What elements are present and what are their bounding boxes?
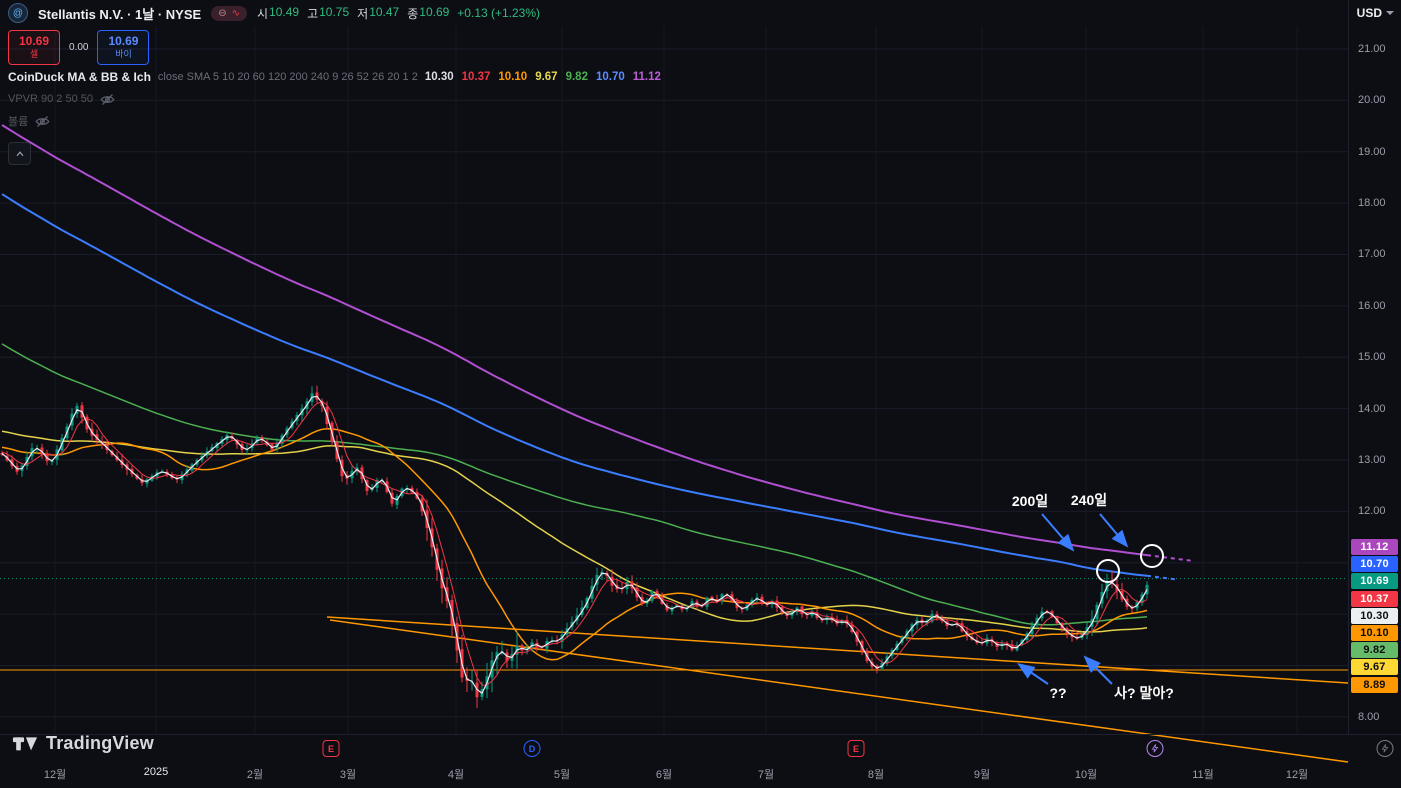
lightning-marker[interactable] — [1377, 740, 1394, 757]
legend-row-ma[interactable]: CoinDuck MA & BB & Ich close SMA 5 10 20… — [8, 66, 661, 88]
low-value: 10.47 — [369, 5, 399, 22]
time-label: 12월 — [44, 766, 66, 782]
currency-selector[interactable]: USD — [1357, 0, 1394, 26]
price-tick: 17.00 — [1358, 248, 1386, 260]
price-tick: 21.00 — [1358, 43, 1386, 55]
open-label: 시 — [257, 5, 268, 22]
time-label: 5월 — [554, 766, 570, 782]
buy-price: 10.69 — [108, 35, 138, 49]
price-tick: 16.00 — [1358, 300, 1386, 312]
tradingview-mark-icon — [12, 730, 38, 756]
ohlc-readout: 시10.49 고10.75 저10.47 종10.69 +0.13 (+1.23… — [257, 5, 540, 22]
price-tag: 9.82 — [1351, 642, 1398, 658]
currency-label: USD — [1357, 6, 1382, 20]
price-scale[interactable]: 21.00 20.00 19.00 18.00 17.00 16.00 15.00 14.00… — [1348, 0, 1401, 735]
high-label: 고 — [307, 5, 318, 22]
open-value: 10.49 — [269, 5, 299, 22]
price-tick: 15.00 — [1358, 351, 1386, 363]
spread-value: 0.00 — [69, 42, 88, 53]
time-label: 2월 — [247, 766, 263, 782]
eye-off-icon[interactable] — [100, 92, 115, 107]
price-tag: 9.67 — [1351, 659, 1398, 675]
price-tick: 12.00 — [1358, 505, 1386, 517]
price-tick: 19.00 — [1358, 146, 1386, 158]
lightning-marker[interactable] — [1147, 740, 1164, 757]
earnings-marker[interactable]: E — [323, 740, 340, 757]
trade-panel: 10.69 셀 0.00 10.69 바이 — [8, 30, 149, 65]
chart-annotation: 240일 — [1071, 492, 1107, 508]
close-value: 10.69 — [419, 5, 449, 22]
tradingview-logo[interactable]: TradingView — [12, 730, 154, 756]
time-label: 3월 — [340, 766, 356, 782]
eye-off-icon[interactable] — [35, 114, 50, 129]
indicator-legend: CoinDuck MA & BB & Ich close SMA 5 10 20… — [8, 66, 661, 132]
chart-annotation: ?? — [1049, 685, 1066, 701]
volume-label: 볼륨 — [8, 113, 28, 129]
time-label: 6월 — [656, 766, 672, 782]
time-label: 8월 — [868, 766, 884, 782]
indicator-values: 10.30 10.37 10.10 9.67 9.82 10.70 11.12 — [425, 71, 661, 83]
time-label: 9월 — [974, 766, 990, 782]
indicator-params: close SMA 5 10 20 60 120 200 240 9 26 52… — [158, 71, 418, 83]
change-value: +0.13 (+1.23%) — [457, 6, 540, 20]
price-tag: 10.70 — [1351, 556, 1398, 572]
legend-value: 11.12 — [633, 71, 661, 83]
time-label: 12월 — [1286, 766, 1308, 782]
minus-circle-icon[interactable]: ⊖ — [218, 8, 226, 19]
earnings-marker[interactable]: E — [848, 740, 865, 757]
sell-label: 셀 — [30, 49, 38, 59]
alert-badges[interactable]: ⊖ ∿ — [211, 6, 247, 21]
chart-annotation: 200일 — [1012, 493, 1048, 509]
time-label: 7월 — [758, 766, 774, 782]
price-tag: 10.30 — [1351, 608, 1398, 624]
legend-value: 10.30 — [425, 71, 454, 83]
time-label: 2025 — [144, 766, 168, 778]
price-tick: 14.00 — [1358, 403, 1386, 415]
legend-row-vpvr[interactable]: VPVR 90 2 50 50 — [8, 88, 661, 110]
legend-value: 9.67 — [535, 71, 557, 83]
low-label: 저 — [357, 5, 368, 22]
legend-value: 10.37 — [462, 71, 491, 83]
time-label: 11월 — [1192, 766, 1214, 782]
high-value: 10.75 — [319, 5, 349, 22]
buy-button[interactable]: 10.69 바이 — [97, 30, 149, 65]
symbol-title: Stellantis N.V. · 1날 · NYSE — [38, 4, 201, 23]
buy-label: 바이 — [115, 49, 132, 59]
dividend-marker[interactable]: D — [524, 740, 541, 757]
legend-collapse-button[interactable] — [8, 142, 31, 165]
indicator-title: CoinDuck MA & BB & Ich — [8, 70, 151, 84]
price-tick: 13.00 — [1358, 454, 1386, 466]
sell-button[interactable]: 10.69 셀 — [8, 30, 60, 65]
legend-row-volume[interactable]: 볼륨 — [8, 110, 661, 132]
price-tag: 11.12 — [1351, 539, 1398, 555]
price-tag: 10.37 — [1351, 591, 1398, 607]
time-label: 10월 — [1075, 766, 1097, 782]
price-tag: 10.69 — [1351, 573, 1398, 589]
price-tick: 8.00 — [1358, 711, 1379, 723]
time-axis[interactable]: 12월 2025 2월 3월 4월 5월 6월 7월 8월 9월 10월 11월 12월 E D E — [0, 734, 1401, 788]
sell-price: 10.69 — [19, 35, 49, 49]
price-tick: 20.00 — [1358, 94, 1386, 106]
alert-wave-icon[interactable]: ∿ — [232, 8, 240, 19]
tradingview-wordmark: TradingView — [46, 733, 154, 754]
vpvr-label: VPVR 90 2 50 50 — [8, 93, 93, 105]
close-label: 종 — [407, 5, 418, 22]
legend-value: 9.82 — [566, 71, 588, 83]
legend-value: 10.70 — [596, 71, 625, 83]
chart-header: @ Stellantis N.V. · 1날 · NYSE ⊖ ∿ 시10.49… — [0, 0, 540, 26]
price-tick: 18.00 — [1358, 197, 1386, 209]
time-label: 4월 — [448, 766, 464, 782]
chevron-down-icon — [1386, 11, 1394, 15]
price-tag: 8.89 — [1351, 677, 1398, 693]
price-tag: 10.10 — [1351, 625, 1398, 641]
chart-annotation: 사? 말아? — [1114, 685, 1174, 701]
symbol-logo-icon: @ — [8, 3, 28, 23]
legend-value: 10.10 — [498, 71, 527, 83]
